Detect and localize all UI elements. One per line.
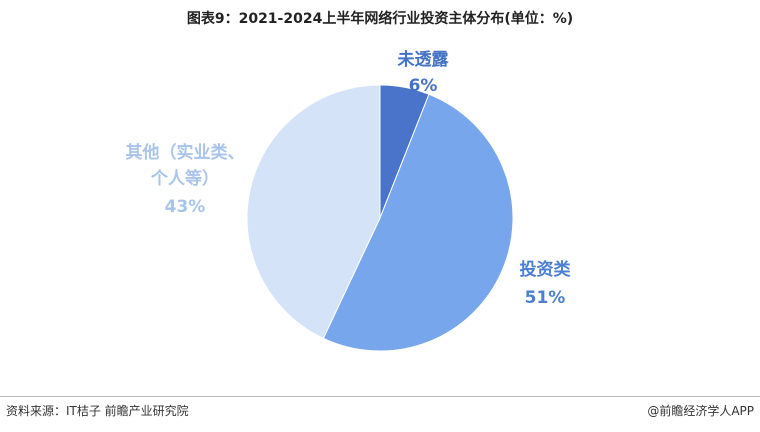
value-label: 6% — [408, 76, 438, 96]
chart-title: 图表9：2021-2024上半年网络行业投资主体分布(单位：%) — [186, 11, 574, 27]
pie-slice — [246, 84, 381, 340]
credit: @前瞻经济学人APP — [647, 404, 754, 418]
divider — [0, 396, 760, 397]
category-label: 其他（实业类、个人等） — [125, 143, 245, 189]
value-label: 43% — [164, 197, 206, 217]
pie-slice — [322, 93, 514, 352]
source: 资料来源：IT桔子 前瞻产业研究院 — [6, 404, 189, 418]
category-label: 投资类 — [519, 260, 571, 280]
category-label: 未透露 — [397, 50, 449, 70]
value-label: 51% — [524, 288, 566, 308]
